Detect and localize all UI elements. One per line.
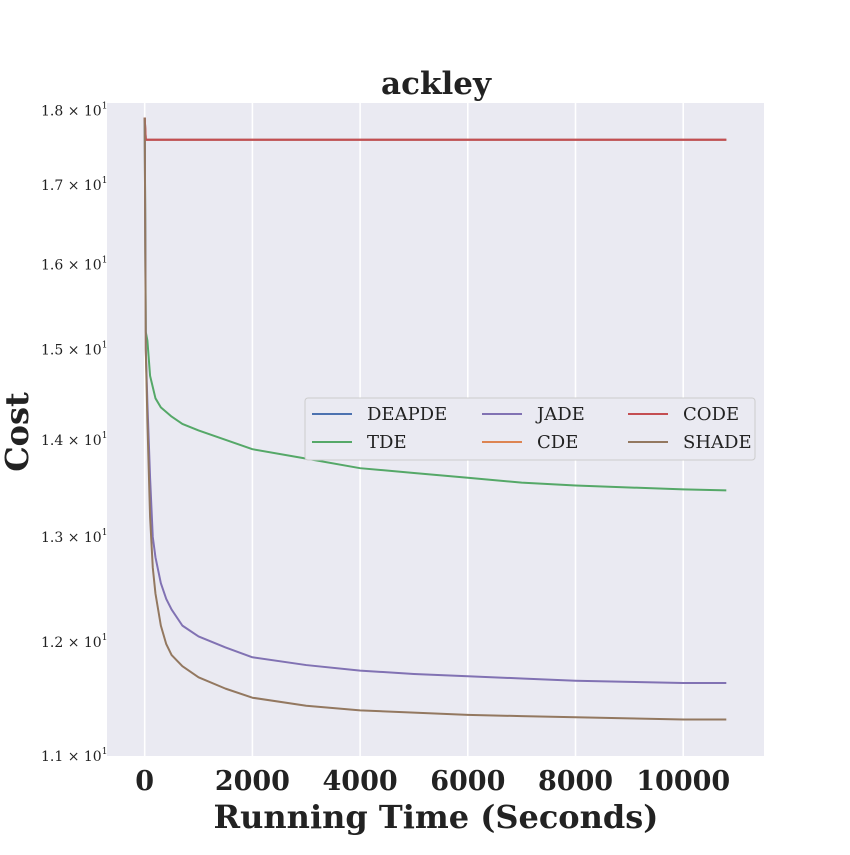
- legend-label-cde: CDE: [537, 432, 578, 453]
- x-tick-label: 8000: [538, 766, 613, 797]
- legend-label-deapde: DEAPDE: [367, 404, 447, 425]
- x-axis-ticks: 0 2000 4000 6000 8000 10000: [135, 766, 730, 797]
- legend-label-shade: SHADE: [683, 432, 752, 453]
- x-tick-label: 2000: [215, 766, 290, 797]
- y-axis-label: Cost: [0, 392, 36, 472]
- x-axis-label: Running Time (Seconds): [214, 798, 659, 836]
- series-line-jade: [143, 117, 727, 684]
- x-tick-label: 10000: [636, 766, 730, 797]
- legend: DEAPDE TDE JADE CDE CODE SHADE: [304, 397, 756, 461]
- y-tick-label: 1.6 × 101: [41, 256, 107, 274]
- legend-label-jade: JADE: [535, 404, 585, 425]
- y-tick-label: 1.7 × 101: [41, 176, 107, 194]
- legend-label-code: CODE: [683, 404, 739, 425]
- series-line-tde: [143, 117, 727, 492]
- y-tick-label: 1.4 × 101: [41, 431, 107, 449]
- y-axis-ticks: 1.1 × 101 1.2 × 101 1.3 × 101 1.4 × 101 1.5 …: [41, 101, 107, 765]
- x-tick-label: 4000: [323, 766, 398, 797]
- legend-label-tde: TDE: [367, 432, 407, 453]
- y-tick-label: 1.8 × 101: [41, 101, 107, 119]
- series-lines: [143, 117, 727, 721]
- y-tick-label: 1.3 × 101: [41, 528, 107, 546]
- y-tick-label: 1.5 × 101: [41, 340, 107, 358]
- chart-title: ackley: [381, 66, 492, 102]
- x-tick-label: 6000: [430, 766, 505, 797]
- series-line-shade: [143, 117, 727, 721]
- y-tick-label: 1.1 × 101: [41, 747, 107, 765]
- y-tick-label: 1.2 × 101: [41, 633, 107, 651]
- x-tick-label: 0: [135, 766, 154, 797]
